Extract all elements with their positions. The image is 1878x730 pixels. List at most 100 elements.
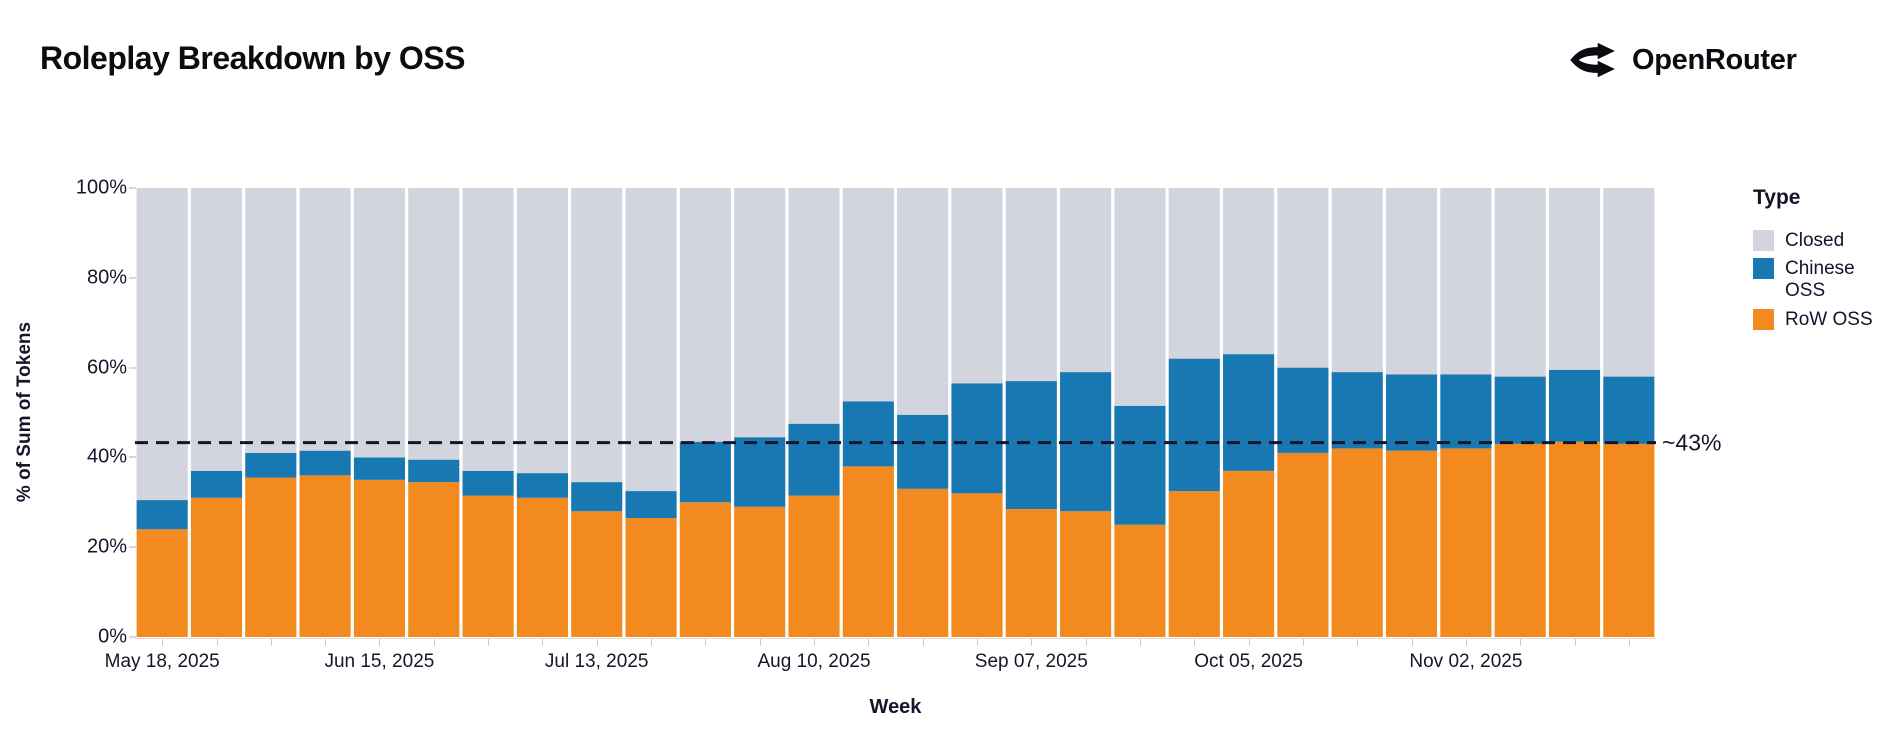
bar-segment[interactable]: Jun 08, 2025 — RoW OSS: 36% [299, 475, 351, 637]
x-tick-mark [325, 639, 327, 646]
bar-segment[interactable]: Sep 14, 2025 — RoW OSS: 28% [1060, 511, 1112, 637]
bar-segment[interactable]: Aug 03, 2025 — RoW OSS: 29% [734, 506, 786, 637]
bar-segment[interactable]: Oct 12, 2025 — RoW OSS: 41% [1277, 452, 1329, 637]
x-tick-mark [488, 639, 490, 646]
bar-segment[interactable]: Aug 17, 2025 — RoW OSS: 38% [842, 466, 894, 637]
x-tick-mark [1411, 639, 1413, 646]
bar-segment[interactable]: Sep 07, 2025 — Chinese OSS: 28.5% [1005, 381, 1057, 510]
bar-segment[interactable]: Jun 22, 2025 — Chinese OSS: 5% [408, 459, 460, 483]
bar-segment[interactable]: Oct 05, 2025 — RoW OSS: 37% [1223, 470, 1275, 637]
bar-segment[interactable]: Oct 12, 2025 — Chinese OSS: 19% [1277, 367, 1329, 453]
bar-segment[interactable]: Sep 21, 2025 — Chinese OSS: 26.5% [1114, 405, 1166, 525]
bar-segment[interactable]: Nov 16, 2025 — Chinese OSS: 16% [1548, 369, 1601, 442]
bar-segment[interactable]: Nov 16, 2025 — Closed: 40.5% [1548, 188, 1601, 370]
bar-segment[interactable]: May 18, 2025 — Chinese OSS: 6.5% [136, 500, 188, 530]
bar-segment[interactable]: Aug 24, 2025 — Closed: 50.5% [897, 188, 949, 415]
x-tick-mark [1085, 639, 1087, 646]
bar-segment[interactable]: Aug 10, 2025 — RoW OSS: 31.5% [788, 495, 840, 637]
bar-segment[interactable]: Nov 23, 2025 — Chinese OSS: 15% [1603, 376, 1655, 444]
bar-segment[interactable]: Nov 09, 2025 — Chinese OSS: 15% [1494, 376, 1546, 444]
bar-segment[interactable]: Nov 02, 2025 — RoW OSS: 42% [1440, 448, 1492, 637]
bar-segment[interactable]: Oct 26, 2025 — Chinese OSS: 17% [1385, 374, 1438, 451]
x-tick-mark [1465, 639, 1467, 646]
y-tick-label: 40% [86, 445, 127, 468]
bar-segment[interactable]: Jun 01, 2025 — Closed: 59% [245, 188, 297, 453]
bar-segment[interactable]: Jun 01, 2025 — Chinese OSS: 5.5% [245, 452, 297, 478]
bar-segment[interactable]: Jul 20, 2025 — Closed: 67.5% [625, 188, 677, 492]
bar-segment[interactable]: Oct 26, 2025 — RoW OSS: 41.5% [1385, 450, 1438, 637]
bar-segment[interactable]: Jul 13, 2025 — Chinese OSS: 6.5% [571, 482, 623, 512]
bar-segment[interactable]: May 25, 2025 — Closed: 63% [190, 188, 243, 471]
bar-segment[interactable]: Jul 27, 2025 — Chinese OSS: 13.5% [679, 441, 731, 503]
bar-segment[interactable]: Oct 05, 2025 — Chinese OSS: 26% [1223, 354, 1275, 471]
bar-segment[interactable]: Jun 29, 2025 — Closed: 63% [462, 188, 514, 471]
legend-item-closed[interactable]: Closed [1753, 230, 1877, 252]
bar-segment[interactable]: Jul 27, 2025 — RoW OSS: 30% [679, 502, 731, 637]
bar-segment[interactable]: May 18, 2025 — Closed: 69.5% [136, 188, 188, 501]
bar-segment[interactable]: Aug 10, 2025 — Chinese OSS: 16% [788, 423, 840, 496]
bar-segment[interactable]: Jun 22, 2025 — Closed: 60.5% [408, 188, 460, 460]
bar-segment[interactable]: Jul 20, 2025 — Chinese OSS: 6% [625, 491, 677, 519]
stacked-bar-chart[interactable]: May 18, 2025 — RoW OSS: 24%May 18, 2025 … [135, 188, 1656, 637]
bar-segment[interactable]: Aug 17, 2025 — Chinese OSS: 14.5% [842, 401, 894, 467]
bar-segment[interactable]: Oct 12, 2025 — Closed: 40% [1277, 188, 1329, 368]
legend-item-row-oss[interactable]: RoW OSS [1753, 309, 1877, 331]
x-tick-mark [922, 639, 924, 646]
bar-segment[interactable]: Sep 07, 2025 — RoW OSS: 28.5% [1005, 509, 1057, 637]
bar-segment[interactable]: Aug 24, 2025 — Chinese OSS: 16.5% [897, 414, 949, 489]
bar-segment[interactable]: Sep 21, 2025 — Closed: 48.5% [1114, 188, 1166, 406]
bar-segment[interactable]: Aug 24, 2025 — RoW OSS: 33% [897, 488, 949, 637]
bar-segment[interactable]: Jun 15, 2025 — RoW OSS: 35% [353, 479, 406, 637]
bar-segment[interactable]: Sep 07, 2025 — Closed: 43% [1005, 188, 1057, 382]
bar-segment[interactable]: Jul 20, 2025 — RoW OSS: 26.5% [625, 518, 677, 637]
bar-segment[interactable]: Jul 06, 2025 — Closed: 63.5% [516, 188, 568, 474]
bar-segment[interactable]: Oct 26, 2025 — Closed: 41.5% [1385, 188, 1438, 375]
bar-segment[interactable]: Aug 17, 2025 — Closed: 47.5% [842, 188, 894, 402]
bar-segment[interactable]: Jun 15, 2025 — Closed: 60% [353, 188, 406, 458]
bar-segment[interactable]: Aug 31, 2025 — RoW OSS: 32% [951, 493, 1003, 637]
x-tick-label: May 18, 2025 [104, 651, 220, 672]
bar-segment[interactable]: Jul 13, 2025 — RoW OSS: 28% [571, 511, 623, 637]
bar-segment[interactable]: Jul 27, 2025 — Closed: 56.5% [679, 188, 731, 442]
bar-segment[interactable]: May 25, 2025 — RoW OSS: 31% [190, 497, 243, 637]
bar-segment[interactable]: Aug 31, 2025 — Chinese OSS: 24.5% [951, 383, 1003, 494]
bar-segment[interactable]: Aug 10, 2025 — Closed: 52.5% [788, 188, 840, 424]
x-tick-label: Nov 02, 2025 [1409, 651, 1523, 672]
bar-segment[interactable]: Jul 13, 2025 — Closed: 65.5% [571, 188, 623, 483]
bar-segment[interactable]: Jun 01, 2025 — RoW OSS: 35.5% [245, 477, 297, 637]
bar-segment[interactable]: Nov 23, 2025 — RoW OSS: 43% [1603, 443, 1655, 637]
bar-segment[interactable]: May 25, 2025 — Chinese OSS: 6% [190, 470, 243, 498]
bar-segment[interactable]: Oct 19, 2025 — Chinese OSS: 17% [1331, 372, 1383, 449]
bar-segment[interactable]: May 18, 2025 — RoW OSS: 24% [136, 529, 188, 637]
bar-segment[interactable]: Sep 28, 2025 — Chinese OSS: 29.5% [1168, 358, 1220, 492]
legend-label: RoW OSS [1785, 309, 1873, 330]
legend-item-chinese-oss[interactable]: Chinese OSS [1753, 258, 1877, 302]
bar-segment[interactable]: Nov 02, 2025 — Chinese OSS: 16.5% [1440, 374, 1492, 449]
x-tick-mark [759, 639, 761, 646]
bar-segment[interactable]: Oct 19, 2025 — RoW OSS: 42% [1331, 448, 1383, 637]
bar-segment[interactable]: Sep 14, 2025 — Closed: 41% [1060, 188, 1112, 373]
bar-segment[interactable]: Jun 22, 2025 — RoW OSS: 34.5% [408, 482, 460, 637]
bar-segment[interactable]: Nov 23, 2025 — Closed: 42% [1603, 188, 1655, 377]
bar-segment[interactable]: Oct 19, 2025 — Closed: 41% [1331, 188, 1383, 373]
bar-segment[interactable]: Nov 02, 2025 — Closed: 41.5% [1440, 188, 1492, 375]
bar-segment[interactable]: Jun 08, 2025 — Closed: 58.5% [299, 188, 351, 451]
bar-segment[interactable]: Nov 16, 2025 — RoW OSS: 43.5% [1548, 441, 1601, 637]
bar-segment[interactable]: Sep 28, 2025 — Closed: 38% [1168, 188, 1220, 359]
bar-segment[interactable]: Sep 21, 2025 — RoW OSS: 25% [1114, 524, 1166, 637]
bar-segment[interactable]: Aug 03, 2025 — Chinese OSS: 15.5% [734, 437, 786, 507]
bar-segment[interactable]: Nov 09, 2025 — RoW OSS: 43% [1494, 443, 1546, 637]
bar-segment[interactable]: Jun 08, 2025 — Chinese OSS: 5.5% [299, 450, 351, 476]
bar-segment[interactable]: Jul 06, 2025 — RoW OSS: 31% [516, 497, 568, 637]
bar-segment[interactable]: Aug 31, 2025 — Closed: 43.5% [951, 188, 1003, 384]
y-tick-label: 0% [98, 625, 127, 648]
bar-segment[interactable]: Oct 05, 2025 — Closed: 37% [1223, 188, 1275, 355]
bar-segment[interactable]: Jun 29, 2025 — RoW OSS: 31.5% [462, 495, 514, 637]
bar-segment[interactable]: Jun 29, 2025 — Chinese OSS: 5.5% [462, 470, 514, 496]
bar-segment[interactable]: Jun 15, 2025 — Chinese OSS: 5% [353, 457, 406, 480]
bar-segment[interactable]: Nov 09, 2025 — Closed: 42% [1494, 188, 1546, 377]
bar-segment[interactable]: Sep 28, 2025 — RoW OSS: 32.5% [1168, 491, 1220, 637]
bar-segment[interactable]: Aug 03, 2025 — Closed: 55.5% [734, 188, 786, 438]
y-tick-mark [129, 456, 136, 459]
bar-segment[interactable]: Jul 06, 2025 — Chinese OSS: 5.5% [516, 473, 568, 498]
